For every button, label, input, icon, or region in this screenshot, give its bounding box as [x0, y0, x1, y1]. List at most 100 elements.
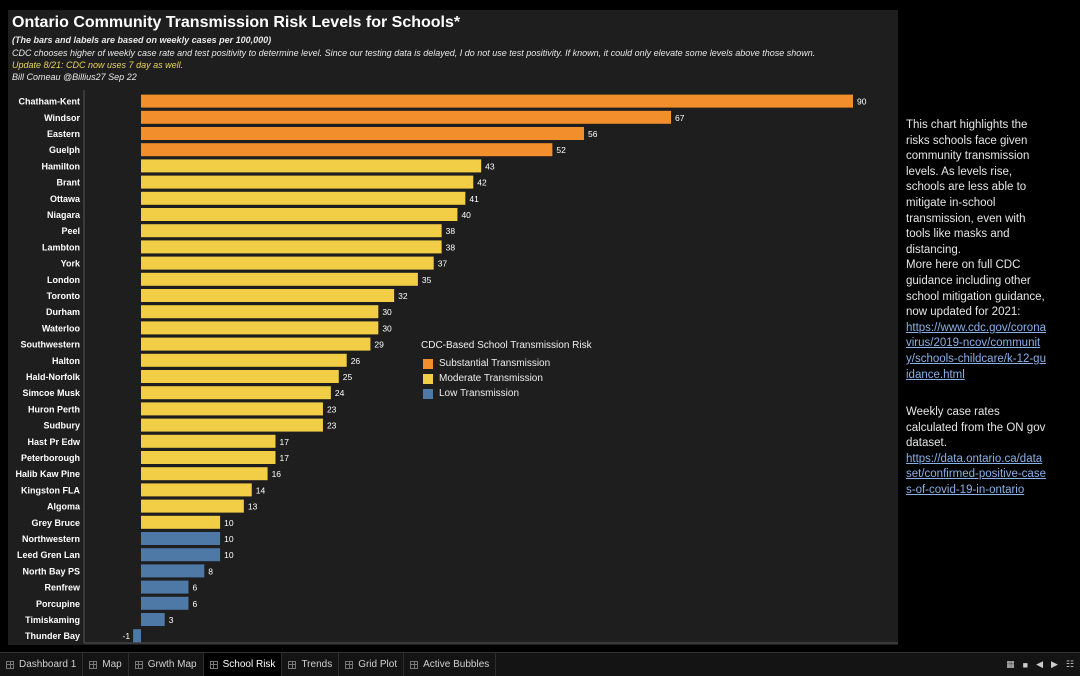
data-label-niagara: 40	[461, 210, 471, 220]
legend-label: Substantial Transmission	[439, 358, 551, 369]
tab-label: Active Bubbles	[423, 659, 490, 670]
bar-chatham-kent[interactable]	[141, 94, 853, 108]
legend-item-low[interactable]: Low Transmission	[421, 386, 592, 401]
bar-brant[interactable]	[141, 175, 474, 189]
category-label-porcupine: Porcupine	[36, 599, 80, 609]
data-label-leed-gren-lan: 10	[224, 550, 234, 560]
legend-label: Low Transmission	[439, 388, 520, 399]
bar-peterborough[interactable]	[141, 451, 276, 464]
bar-york[interactable]	[141, 256, 434, 270]
sheet-icon	[345, 660, 354, 669]
bar-hamilton[interactable]	[141, 159, 482, 173]
bar-lambton[interactable]	[141, 240, 442, 254]
category-label-algoma: Algoma	[47, 502, 81, 512]
bar-huron-perth[interactable]	[141, 402, 323, 416]
bar-thunder-bay[interactable]	[133, 629, 141, 643]
bar-windsor[interactable]	[141, 110, 672, 124]
dashboard-panel: Ontario Community Transmission Risk Leve…	[8, 10, 898, 645]
data-label-windsor: 67	[675, 113, 685, 123]
category-label-brant: Brant	[56, 178, 80, 188]
tab-grwth-map[interactable]: Grwth Map	[129, 653, 204, 676]
grid-view-icon[interactable]: ☷	[1065, 659, 1074, 669]
bar-chart: Chatham-Kent 90 Windsor 67 Eastern 56 Guelph 52…	[15, 90, 898, 644]
data-label-kingston-fla: 14	[256, 485, 266, 495]
category-label-windsor: Windsor	[44, 113, 80, 123]
bar-north-bay-ps[interactable]	[141, 564, 205, 578]
bar-hald-norfolk[interactable]	[141, 370, 339, 383]
chart-legend: CDC-Based School Transmission Risk Subst…	[421, 340, 592, 401]
category-label-peterborough: Peterborough	[21, 453, 80, 463]
data-label-hast-pr-edw: 17	[279, 437, 289, 447]
bar-porcupine[interactable]	[141, 596, 189, 610]
legend-label: Moderate Transmission	[439, 373, 543, 384]
bar-durham[interactable]	[141, 305, 379, 319]
next-sheet-icon[interactable]: ▶	[1051, 659, 1058, 669]
bar-london[interactable]	[141, 272, 418, 286]
bar-waterloo[interactable]	[141, 321, 379, 335]
bar-hast-pr-edw[interactable]	[141, 434, 276, 448]
previous-sheet-icon[interactable]: ◀	[1036, 659, 1043, 669]
category-label-sudbury: Sudbury	[43, 421, 80, 431]
tab-label: Dashboard 1	[19, 659, 77, 670]
data-label-grey-bruce: 10	[224, 518, 234, 528]
bar-northwestern[interactable]	[141, 532, 221, 545]
category-label-lambton: Lambton	[42, 242, 80, 252]
tab-dashboard-1[interactable]: Dashboard 1	[0, 653, 84, 676]
side-note: This chart highlights the risks schools …	[906, 118, 1046, 499]
category-label-york: York	[61, 259, 81, 269]
bar-timiskaming[interactable]	[141, 613, 165, 626]
tab-school-risk[interactable]: School Risk	[203, 653, 283, 676]
tab-grid-plot[interactable]: Grid Plot	[339, 653, 405, 676]
bar-algoma[interactable]	[141, 499, 244, 513]
bar-eastern[interactable]	[141, 127, 585, 140]
bar-halton[interactable]	[141, 353, 347, 367]
tab-active-bubbles[interactable]: Active Bubbles	[404, 653, 497, 676]
category-label-chatham-kent: Chatham-Kent	[18, 97, 80, 107]
sheet-icon	[6, 660, 14, 669]
cdc-guidance-link[interactable]: https://www.cdc.gov/coronavirus/2019-nco…	[906, 321, 1046, 381]
bar-leed-gren-lan[interactable]	[141, 548, 221, 562]
data-label-chatham-kent: 90	[857, 97, 867, 107]
bar-toronto[interactable]	[141, 289, 395, 302]
legend-item-substantial[interactable]: Substantial Transmission	[421, 356, 592, 371]
tab-controls: ▦ ■ ◀ ▶ ☷	[1006, 653, 1074, 676]
ontario-dataset-link[interactable]: https://data.ontario.ca/dataset/confirme…	[906, 452, 1046, 497]
category-label-northwestern: Northwestern	[22, 534, 80, 544]
data-label-hamilton: 43	[485, 161, 495, 171]
bar-ottawa[interactable]	[141, 191, 466, 205]
bar-guelph[interactable]	[141, 143, 553, 157]
data-label-hald-norfolk: 25	[343, 372, 353, 382]
data-label-ottawa: 41	[469, 194, 479, 204]
side-note-intro: This chart highlights the risks schools …	[906, 119, 1030, 256]
show-sheets-icon[interactable]: ▦	[1006, 659, 1015, 669]
chart-header: Ontario Community Transmission Risk Leve…	[8, 10, 898, 90]
bar-sudbury[interactable]	[141, 418, 323, 432]
filmstrip-icon[interactable]: ■	[1022, 659, 1029, 670]
category-label-north-bay-ps: North Bay PS	[22, 566, 80, 576]
category-label-ottawa: Ottawa	[50, 194, 81, 204]
category-label-simcoe-musk: Simcoe Musk	[22, 388, 81, 398]
byline: Bill Comeau @Billius27 Sep 22	[12, 72, 137, 82]
data-label-timiskaming: 3	[169, 615, 174, 625]
category-label-huron-perth: Huron Perth	[28, 404, 80, 414]
bar-peel[interactable]	[141, 224, 442, 238]
tab-map[interactable]: Map	[83, 653, 129, 676]
bar-kingston-fla[interactable]	[141, 483, 252, 497]
bar-renfrew[interactable]	[141, 580, 189, 594]
data-label-thunder-bay: -1	[123, 631, 131, 641]
bar-niagara[interactable]	[141, 208, 458, 221]
legend-item-moderate[interactable]: Moderate Transmission	[421, 371, 592, 386]
bar-simcoe-musk[interactable]	[141, 386, 331, 400]
category-label-leed-gren-lan: Leed Gren Lan	[17, 550, 80, 560]
bar-southwestern[interactable]	[141, 337, 371, 351]
data-label-renfrew: 6	[192, 583, 197, 593]
tab-trends[interactable]: Trends	[282, 653, 340, 676]
category-label-halib-kaw-pine: Halib Kaw Pine	[15, 469, 80, 479]
data-label-guelph: 52	[556, 145, 566, 155]
bar-grey-bruce[interactable]	[141, 515, 221, 529]
data-label-sudbury: 23	[327, 421, 337, 431]
bar-halib-kaw-pine[interactable]	[141, 467, 268, 481]
data-label-waterloo: 30	[382, 323, 392, 333]
category-label-london: London	[47, 275, 80, 285]
category-label-durham: Durham	[46, 307, 80, 317]
